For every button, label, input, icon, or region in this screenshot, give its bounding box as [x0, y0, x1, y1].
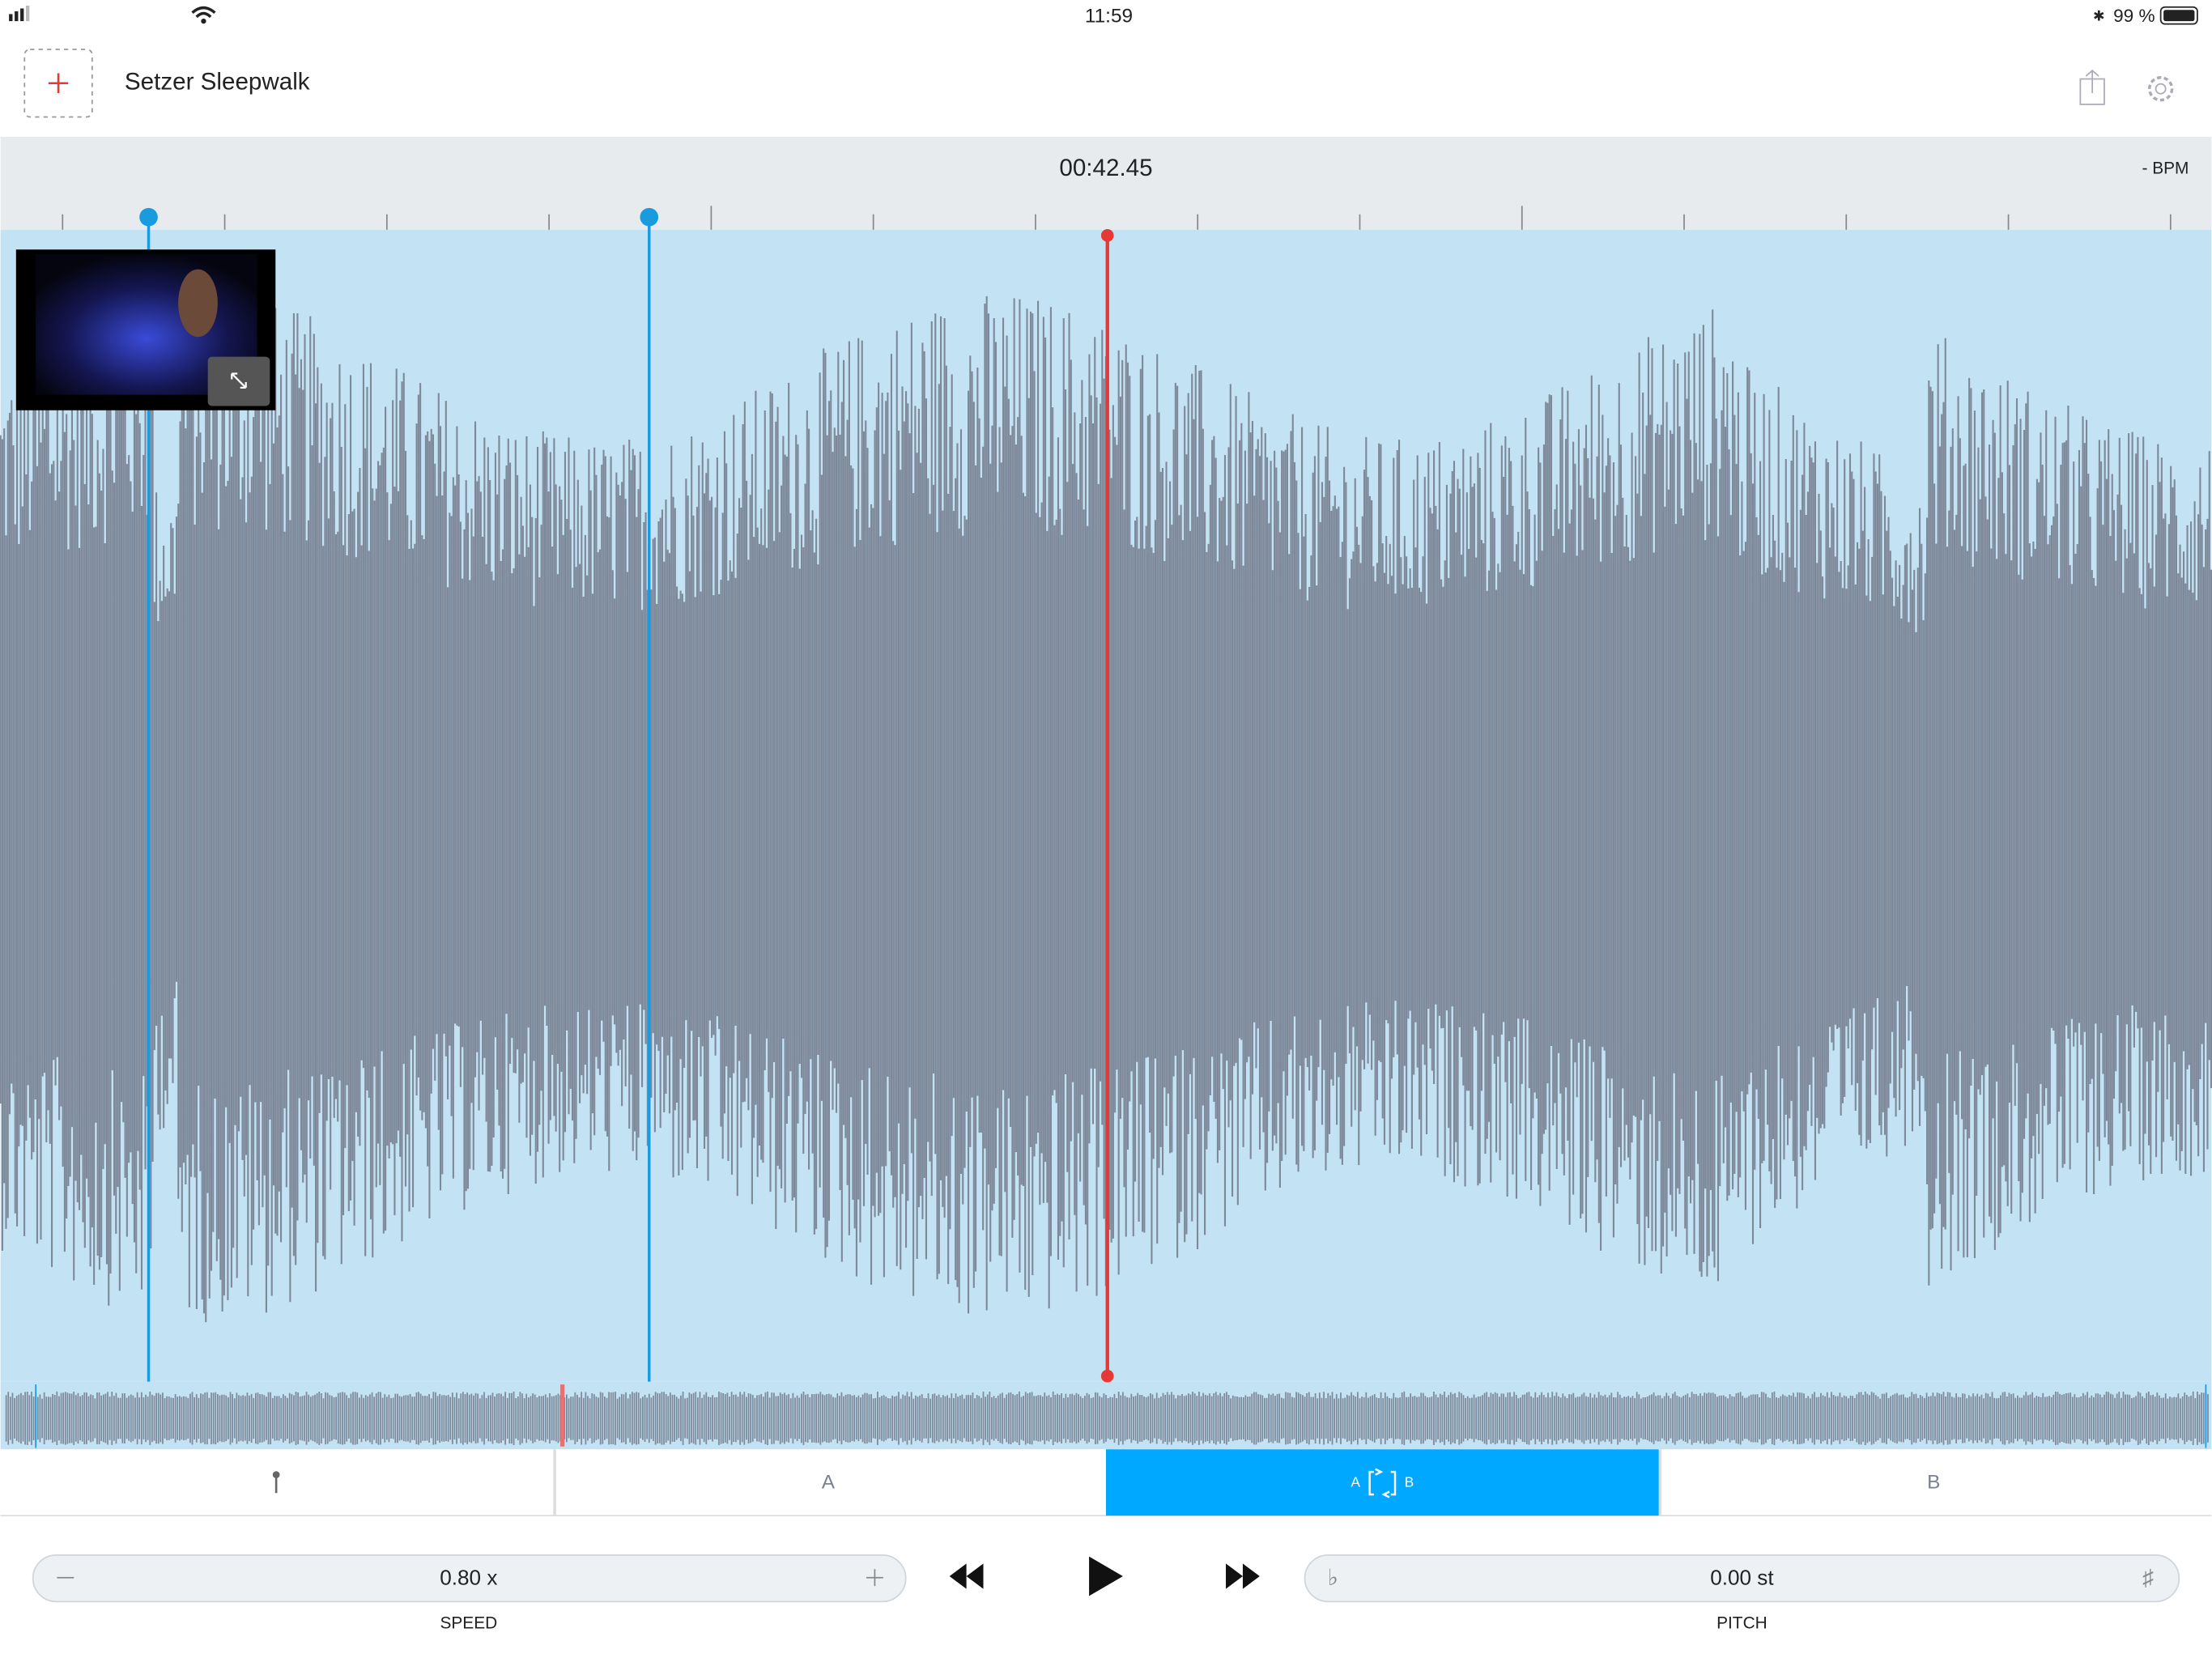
pitch-value: 0.00 st — [1710, 1565, 1774, 1589]
speed-pill — [32, 1554, 907, 1603]
tab-bar: A A B B — [0, 1449, 2212, 1516]
speed-control[interactable]: 0.80 x — [32, 1554, 907, 1603]
loop-tab[interactable]: A B — [1106, 1449, 1659, 1516]
bpm-label: - BPM — [2142, 159, 2189, 177]
loop-tab-b: B — [1405, 1474, 1414, 1490]
status-bar: 11:59 ✱ 99 % — [9, 5, 2198, 27]
bluetooth-icon: ✱ — [2093, 7, 2105, 23]
settings-icon — [2147, 76, 2174, 102]
fullscreen-icon — [231, 372, 247, 389]
battery-text: 99 % — [2113, 6, 2155, 26]
pitch-pill — [1304, 1554, 2180, 1603]
pin-icon — [272, 1471, 280, 1478]
playhead-handle — [1100, 228, 1114, 242]
speed-label: SPEED — [440, 1614, 497, 1633]
loop-tab-bg — [1106, 1449, 1659, 1516]
video-figure — [178, 269, 218, 338]
settings-icon — [2155, 83, 2167, 95]
share-icon — [2085, 69, 2099, 93]
flat-button[interactable]: ♭ — [1328, 1565, 1338, 1590]
forward-button[interactable] — [1226, 1563, 1260, 1589]
clock: 11:59 — [1085, 5, 1133, 27]
marker-tab[interactable] — [1, 1449, 554, 1516]
signal-bar — [9, 14, 13, 22]
playback-time: 00:42.45 — [1059, 155, 1152, 181]
pitch-label: PITCH — [1716, 1614, 1767, 1633]
speed-value: 0.80 x — [440, 1565, 497, 1589]
loop-tab-a: A — [1351, 1474, 1360, 1490]
ruler — [62, 206, 2172, 230]
timeline-bar — [0, 136, 2212, 230]
battery-icon — [2159, 6, 2198, 25]
wifi-icon — [201, 18, 206, 24]
add-button[interactable] — [23, 49, 93, 118]
settings-button[interactable] — [2147, 76, 2174, 102]
waveform — [0, 294, 2212, 1323]
video-preview[interactable] — [15, 249, 276, 410]
tab-bar-bg — [0, 1449, 2212, 1516]
signal-bar — [20, 8, 24, 22]
set-a-tab[interactable]: A — [822, 1471, 836, 1493]
battery-level — [2163, 10, 2195, 22]
marker-handle[interactable] — [139, 207, 158, 227]
speed-plus[interactable] — [866, 1569, 883, 1587]
pitch-control[interactable]: ♭ ♯ 0.00 st — [1304, 1554, 2180, 1603]
sharp-button[interactable]: ♯ — [2142, 1565, 2154, 1590]
overview-waveform — [5, 1391, 2209, 1446]
header: Setzer Sleepwalk — [23, 49, 2174, 118]
overview-playhead — [560, 1384, 565, 1447]
song-title: Setzer Sleepwalk — [125, 69, 310, 96]
set-b-tab[interactable]: B — [1927, 1471, 1940, 1493]
rewind-button[interactable] — [949, 1563, 984, 1589]
playhead-handle — [1100, 1369, 1114, 1383]
share-button[interactable] — [2079, 69, 2105, 105]
play-button[interactable] — [1089, 1556, 1123, 1596]
wifi-icon — [191, 6, 216, 19]
signal-bar — [26, 5, 30, 22]
signal-bar — [15, 11, 19, 22]
add-icon — [48, 73, 69, 93]
loop-icon — [1368, 1468, 1397, 1499]
marker-handle[interactable] — [640, 207, 659, 227]
